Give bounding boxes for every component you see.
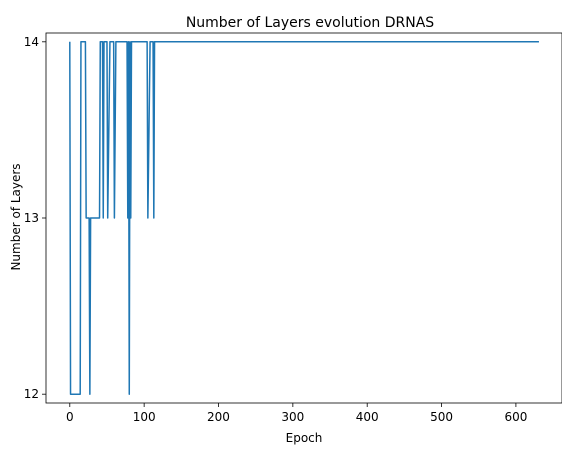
x-tick-label: 400 [356,410,379,424]
x-tick-label: 500 [430,410,453,424]
chart-title: Number of Layers evolution DRNAS [186,15,434,31]
x-axis: 0 100 200 300 400 500 600 [66,403,527,424]
x-axis-label: Epoch [286,431,323,445]
series-line-0 [69,41,539,395]
y-tick-label: 13 [24,211,39,225]
y-tick-label: 14 [24,35,39,49]
y-axis: 12 13 14 [24,35,46,401]
x-tick-label: 100 [133,410,156,424]
plot-area [69,41,539,395]
x-tick-label: 600 [504,410,527,424]
y-tick-label: 12 [24,387,39,401]
y-axis-label: Number of Layers [9,163,23,270]
x-tick-label: 200 [207,410,230,424]
plot-frame [45,32,562,404]
x-tick-label: 0 [66,410,74,424]
x-tick-label: 300 [281,410,304,424]
